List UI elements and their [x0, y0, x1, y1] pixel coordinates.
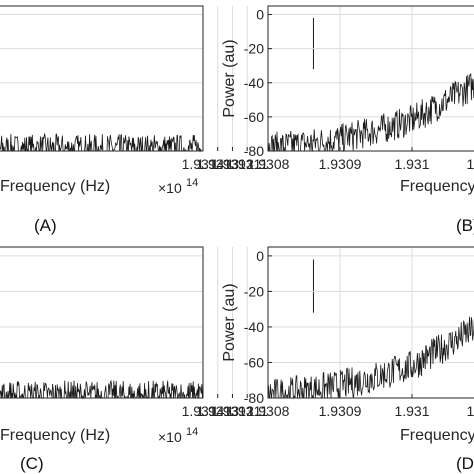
panel-b-ytick-label-0: 0	[256, 7, 264, 23]
panel-d-ytick-label-4: -80	[244, 390, 264, 406]
panel-b-ytick-label-1: -20	[244, 41, 264, 57]
panel-d-xtick-label-3: 1.931	[466, 403, 474, 419]
panel-a-label: (A)	[34, 216, 57, 235]
panel-a-trace-line	[0, 132, 203, 153]
panel-b-xtick-label-1: 1.9309	[319, 156, 362, 172]
panel-c-label: (C)	[20, 454, 44, 473]
panel-c-xtick-label-3: 1.9314	[182, 403, 225, 419]
panel-d-ytick-label-3: -60	[244, 354, 264, 370]
panel-a-xtick-label-3: 1.9314	[182, 156, 225, 172]
panel-d-axes-box	[267, 246, 474, 399]
panel-b-trace-line	[268, 73, 474, 153]
panel-b-xtick-label-3: 1.931	[466, 156, 474, 172]
panel-d-trace-line	[267, 316, 474, 400]
panel-b-ytick-label-3: -60	[244, 109, 264, 125]
panel-c-x-exponent: 14	[186, 426, 198, 438]
panel-a-x-exponent: 14	[186, 177, 198, 189]
panel-d-xtick-label-1: 1.9309	[319, 403, 362, 419]
panel-d-xtick-label-0: 1.9308	[247, 403, 290, 419]
panel-d-label: (D)	[456, 454, 474, 473]
panel-c-trace-line	[0, 379, 204, 400]
panel-d-ylabel: Power (au)	[221, 283, 238, 361]
panel-c-xtick-label-1: 1.9312	[211, 403, 254, 419]
panel-b-ylabel: Power (au)	[221, 39, 238, 117]
panel-b-xlabel: Frequency	[400, 178, 474, 195]
panel-a-xtick-label-2: 1.9313	[196, 156, 239, 172]
panel-c-xtick-label-0: 1.9311	[226, 403, 268, 419]
panel-c-axes-box	[0, 246, 204, 399]
panel-b-xtick-label-0: 1.9308	[247, 156, 290, 172]
panel-d-ytick-label-0: 0	[256, 248, 264, 264]
panel-c-xtick-label-2: 1.9313	[196, 403, 239, 419]
panel-a-xtick-label-0: 1.9311	[226, 156, 268, 172]
panel-b-ytick-label-4: -80	[244, 143, 264, 159]
panel-b-axes-box	[267, 5, 474, 152]
panel-b-label: (B)	[456, 216, 474, 235]
panel-a-xlabel: Frequency (Hz)	[0, 178, 110, 195]
panel-a-xtick-label-1: 1.9312	[211, 156, 254, 172]
panel-d-ytick-label-1: -20	[244, 283, 264, 299]
panel-d-xlabel: Frequency	[400, 427, 474, 444]
panel-d-xtick-label-2: 1.931	[394, 403, 429, 419]
panel-c-x-multiplier: ×10	[158, 429, 182, 445]
panel-b-ytick-label-2: -40	[244, 75, 264, 91]
panel-a-x-multiplier: ×10	[158, 180, 182, 196]
panel-a-axes-box	[0, 5, 204, 152]
panel-b-xtick-label-2: 1.931	[394, 156, 429, 172]
panel-c-xlabel: Frequency (Hz)	[0, 427, 110, 444]
panel-d-ytick-label-2: -40	[244, 319, 264, 335]
